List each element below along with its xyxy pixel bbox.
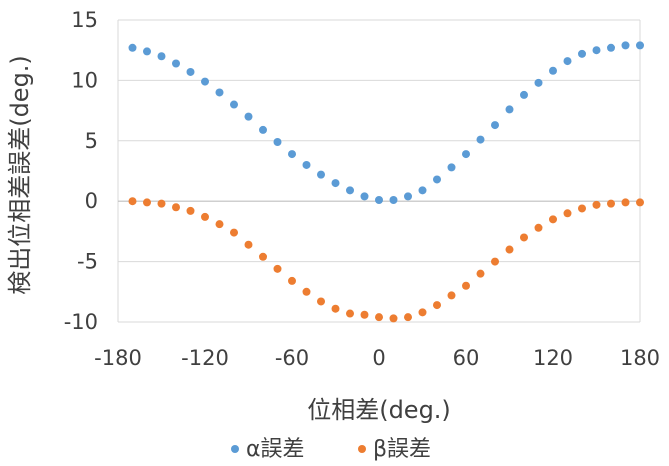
data-point bbox=[172, 59, 180, 68]
data-point bbox=[331, 304, 340, 313]
data-point bbox=[288, 150, 296, 159]
data-point bbox=[607, 199, 615, 208]
data-point bbox=[230, 100, 238, 109]
data-point bbox=[186, 67, 195, 76]
data-point bbox=[621, 41, 630, 50]
data-point bbox=[578, 49, 586, 58]
data-point bbox=[273, 138, 282, 147]
data-point bbox=[244, 112, 253, 121]
data-point bbox=[607, 43, 615, 52]
data-point bbox=[143, 47, 151, 56]
data-point bbox=[201, 212, 209, 221]
data-point bbox=[157, 52, 166, 61]
x-tick-label: 60 bbox=[453, 346, 480, 370]
data-point bbox=[259, 252, 267, 261]
data-point bbox=[505, 105, 514, 114]
y-axis-title: 検出位相差誤差(deg.) bbox=[6, 55, 34, 295]
data-point bbox=[230, 228, 238, 237]
y-tick-label: 0 bbox=[85, 189, 98, 213]
data-point bbox=[128, 43, 137, 52]
data-point bbox=[389, 195, 398, 204]
data-point bbox=[447, 163, 456, 172]
series-points bbox=[128, 41, 644, 323]
x-tick-label: -180 bbox=[94, 346, 142, 370]
data-point bbox=[360, 192, 369, 201]
data-point bbox=[273, 264, 282, 273]
data-point bbox=[476, 135, 485, 144]
data-point bbox=[375, 313, 383, 322]
legend-label-beta: β誤差 bbox=[373, 437, 431, 462]
data-point bbox=[346, 186, 354, 195]
data-point bbox=[186, 206, 195, 215]
data-point bbox=[563, 209, 572, 218]
data-point bbox=[317, 297, 325, 306]
data-point bbox=[549, 66, 557, 75]
data-point bbox=[505, 245, 514, 254]
data-point bbox=[636, 198, 644, 207]
data-point bbox=[433, 175, 441, 184]
data-point bbox=[201, 77, 209, 86]
data-point bbox=[447, 291, 456, 300]
data-point bbox=[534, 223, 543, 232]
data-point bbox=[404, 192, 412, 201]
legend: α誤差 β誤差 bbox=[231, 437, 431, 462]
data-point bbox=[592, 200, 601, 209]
x-tick-labels: -180 -120 -60 0 60 120 180 bbox=[94, 346, 660, 370]
data-point bbox=[375, 195, 383, 204]
legend-label-alpha: α誤差 bbox=[246, 437, 305, 462]
y-tick-labels: -10 -5 0 5 10 15 bbox=[64, 8, 98, 334]
x-tick-label: -60 bbox=[275, 346, 309, 370]
data-point bbox=[302, 287, 311, 296]
data-point bbox=[244, 240, 253, 249]
series-beta bbox=[128, 197, 644, 323]
data-point bbox=[549, 215, 557, 224]
data-point bbox=[215, 88, 224, 97]
data-point bbox=[331, 179, 340, 188]
legend-marker-beta bbox=[358, 445, 366, 453]
data-point bbox=[534, 78, 543, 87]
y-tick-label: -5 bbox=[77, 250, 98, 274]
data-point bbox=[302, 160, 311, 169]
data-point bbox=[157, 199, 166, 208]
x-tick-label: 0 bbox=[372, 346, 385, 370]
x-axis-title: 位相差(deg.) bbox=[307, 396, 451, 424]
x-tick-label: 120 bbox=[533, 346, 573, 370]
y-tick-label: -10 bbox=[64, 310, 98, 334]
data-point bbox=[462, 281, 470, 290]
data-point bbox=[462, 150, 470, 159]
data-point bbox=[418, 308, 427, 317]
data-point bbox=[172, 203, 180, 212]
x-tick-label: -120 bbox=[181, 346, 229, 370]
y-tick-label: 15 bbox=[71, 8, 98, 32]
data-point bbox=[578, 204, 586, 213]
data-point bbox=[563, 57, 572, 66]
y-tick-label: 10 bbox=[71, 68, 98, 92]
data-point bbox=[215, 220, 224, 229]
y-tick-label: 5 bbox=[85, 129, 98, 153]
data-point bbox=[476, 269, 485, 278]
series-alpha bbox=[128, 41, 644, 204]
data-point bbox=[360, 310, 369, 319]
data-point bbox=[520, 90, 528, 99]
data-point bbox=[621, 198, 630, 207]
data-point bbox=[491, 257, 499, 266]
data-point bbox=[317, 170, 325, 179]
x-tick-label: 180 bbox=[620, 346, 660, 370]
data-point bbox=[418, 186, 427, 195]
data-point bbox=[491, 121, 499, 130]
data-point bbox=[520, 233, 528, 242]
data-point bbox=[288, 276, 296, 285]
data-point bbox=[259, 125, 267, 134]
data-point bbox=[128, 197, 137, 206]
legend-marker-alpha bbox=[231, 445, 239, 453]
data-point bbox=[404, 313, 412, 322]
data-point bbox=[433, 301, 441, 310]
data-point bbox=[592, 46, 601, 55]
data-point bbox=[143, 198, 151, 207]
data-point bbox=[389, 314, 398, 323]
data-point bbox=[346, 309, 354, 318]
data-point bbox=[636, 41, 644, 50]
gridlines bbox=[117, 19, 641, 323]
